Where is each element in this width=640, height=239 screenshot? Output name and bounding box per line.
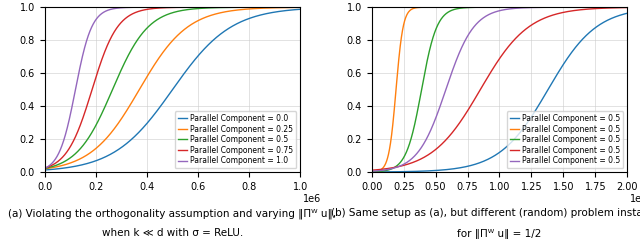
Parallel Component = 0.5 xyxy=(623,12,631,15)
Parallel Component = 0.5 xyxy=(477,6,484,9)
Parallel Component = 0.0 xyxy=(150,114,157,116)
Parallel Component = 0.5 xyxy=(397,160,404,163)
Parallel Component = 0.5 xyxy=(623,6,631,9)
Parallel Component = 0.5 xyxy=(591,6,598,9)
Parallel Component = 0.5 xyxy=(466,164,474,167)
Parallel Component = 0.0 xyxy=(41,168,49,171)
Parallel Component = 1.0 xyxy=(264,6,271,9)
Parallel Component = 0.75 xyxy=(70,139,78,141)
Parallel Component = 0.5 xyxy=(524,6,531,9)
Parallel Component = 0.25 xyxy=(150,64,157,67)
Text: (b) Same setup as (a), but different (random) problem instances: (b) Same setup as (a), but different (ra… xyxy=(332,208,640,218)
Parallel Component = 0.5 xyxy=(412,160,420,163)
Parallel Component = 0.5 xyxy=(368,170,376,173)
Parallel Component = 1.0 xyxy=(85,32,93,35)
Parallel Component = 0.5 xyxy=(477,87,484,90)
Line: Parallel Component = 0.5: Parallel Component = 0.5 xyxy=(372,8,627,170)
Line: Parallel Component = 0.25: Parallel Component = 0.25 xyxy=(45,7,300,169)
Parallel Component = 0.25 xyxy=(41,167,49,170)
Parallel Component = 0.5 xyxy=(296,6,304,9)
Parallel Component = 0.5 xyxy=(466,6,474,9)
Parallel Component = 0.25 xyxy=(139,82,147,85)
Parallel Component = 0.5 xyxy=(397,164,404,167)
Parallel Component = 0.5 xyxy=(477,161,484,164)
Parallel Component = 1.0 xyxy=(296,6,304,9)
Legend: Parallel Component = 0.0, Parallel Component = 0.25, Parallel Component = 0.5, P: Parallel Component = 0.0, Parallel Compo… xyxy=(175,111,296,168)
Parallel Component = 0.5 xyxy=(150,21,157,23)
Parallel Component = 1.0 xyxy=(139,6,147,9)
Parallel Component = 0.5 xyxy=(591,7,598,10)
Parallel Component = 1.0 xyxy=(291,6,299,9)
Parallel Component = 0.0 xyxy=(291,8,299,11)
Parallel Component = 0.0 xyxy=(296,8,304,11)
Line: Parallel Component = 0.5: Parallel Component = 0.5 xyxy=(372,7,627,171)
Parallel Component = 0.0 xyxy=(139,127,147,130)
Parallel Component = 0.5 xyxy=(623,6,631,9)
Parallel Component = 0.5 xyxy=(397,165,404,168)
Parallel Component = 0.5 xyxy=(477,18,484,21)
Parallel Component = 0.5 xyxy=(466,31,474,34)
Parallel Component = 0.5 xyxy=(70,153,78,156)
Parallel Component = 0.5 xyxy=(368,170,376,173)
Text: for ‖Πᵂ u‖ = 1/2: for ‖Πᵂ u‖ = 1/2 xyxy=(458,228,541,239)
Parallel Component = 0.75 xyxy=(296,6,304,9)
Text: when k ≪ d with σ = ReLU.: when k ≪ d with σ = ReLU. xyxy=(102,228,243,238)
Parallel Component = 0.75 xyxy=(139,9,147,12)
Parallel Component = 0.5 xyxy=(591,27,598,30)
Legend: Parallel Component = 0.5, Parallel Component = 0.5, Parallel Component = 0.5, Pa: Parallel Component = 0.5, Parallel Compo… xyxy=(507,111,623,168)
Parallel Component = 0.5 xyxy=(412,6,420,9)
Line: Parallel Component = 0.5: Parallel Component = 0.5 xyxy=(372,7,627,172)
Parallel Component = 0.0 xyxy=(264,12,271,15)
Parallel Component = 0.5 xyxy=(397,39,404,42)
Parallel Component = 0.5 xyxy=(412,170,420,173)
Parallel Component = 0.25 xyxy=(264,6,271,9)
Line: Parallel Component = 0.5: Parallel Component = 0.5 xyxy=(372,13,627,172)
Parallel Component = 0.5 xyxy=(412,153,420,156)
Parallel Component = 0.25 xyxy=(296,6,304,9)
Line: Parallel Component = 0.75: Parallel Component = 0.75 xyxy=(45,7,300,168)
Parallel Component = 0.75 xyxy=(41,167,49,169)
Parallel Component = 0.25 xyxy=(85,152,93,155)
Parallel Component = 0.5 xyxy=(368,169,376,172)
Line: Parallel Component = 0.5: Parallel Component = 0.5 xyxy=(45,7,300,168)
Parallel Component = 0.0 xyxy=(85,162,93,164)
Parallel Component = 0.75 xyxy=(85,98,93,101)
Parallel Component = 0.5 xyxy=(618,6,626,9)
Parallel Component = 0.5 xyxy=(623,6,631,9)
Parallel Component = 0.5 xyxy=(368,171,376,174)
Parallel Component = 0.5 xyxy=(466,6,474,9)
Parallel Component = 1.0 xyxy=(150,6,157,9)
Parallel Component = 0.0 xyxy=(70,165,78,168)
Parallel Component = 0.25 xyxy=(291,6,299,9)
Parallel Component = 0.25 xyxy=(70,160,78,163)
Parallel Component = 0.5 xyxy=(466,106,474,109)
Parallel Component = 0.5 xyxy=(85,136,93,138)
Parallel Component = 0.5 xyxy=(477,6,484,9)
Parallel Component = 0.5 xyxy=(591,6,598,9)
Parallel Component = 0.5 xyxy=(623,6,631,9)
Parallel Component = 0.75 xyxy=(150,7,157,10)
Parallel Component = 0.5 xyxy=(618,6,626,9)
Parallel Component = 1.0 xyxy=(41,167,49,170)
Parallel Component = 0.5 xyxy=(368,170,376,173)
Line: Parallel Component = 1.0: Parallel Component = 1.0 xyxy=(45,7,300,168)
Parallel Component = 0.5 xyxy=(41,167,49,170)
Parallel Component = 0.75 xyxy=(264,6,271,9)
Text: 1e6: 1e6 xyxy=(630,194,640,204)
Text: (a) Violating the orthogonality assumption and varying ‖Πᵂ u‖,: (a) Violating the orthogonality assumpti… xyxy=(8,208,337,219)
Parallel Component = 0.5 xyxy=(397,170,404,173)
Parallel Component = 0.5 xyxy=(291,6,299,9)
Parallel Component = 0.5 xyxy=(618,6,626,9)
Parallel Component = 0.5 xyxy=(618,13,626,16)
Parallel Component = 0.5 xyxy=(591,6,598,9)
Parallel Component = 0.5 xyxy=(618,6,626,9)
Parallel Component = 0.5 xyxy=(264,6,271,9)
Parallel Component = 1.0 xyxy=(70,96,78,99)
Line: Parallel Component = 0.5: Parallel Component = 0.5 xyxy=(372,7,627,172)
Parallel Component = 0.5 xyxy=(139,31,147,34)
Line: Parallel Component = 0.0: Parallel Component = 0.0 xyxy=(45,9,300,170)
Parallel Component = 0.5 xyxy=(412,117,420,120)
Text: 1e6: 1e6 xyxy=(303,194,321,204)
Parallel Component = 0.75 xyxy=(291,6,299,9)
